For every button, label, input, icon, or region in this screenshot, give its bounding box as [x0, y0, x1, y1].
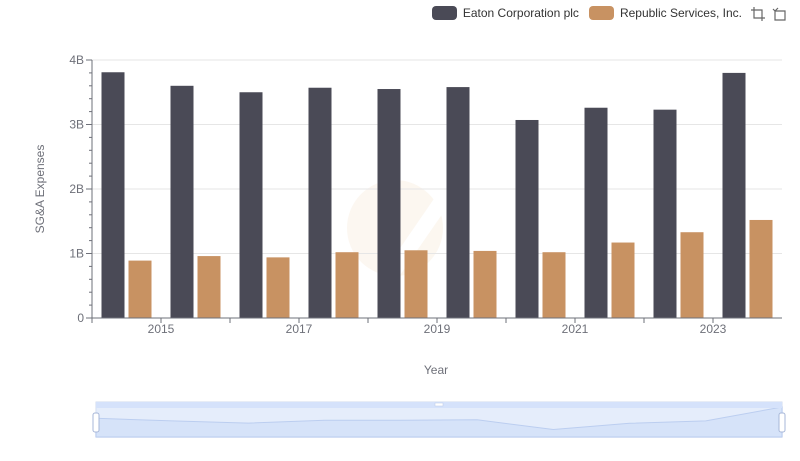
y-tick-label: 1B	[69, 247, 84, 261]
data-zoom-left-handle[interactable]	[92, 412, 100, 433]
x-tick-label: 2015	[148, 322, 175, 336]
bar-republic-2022[interactable]	[680, 232, 704, 318]
data-zoom-top-grip-icon	[434, 402, 444, 407]
data-zoom-right-handle[interactable]	[778, 412, 786, 433]
x-tick-label: 2021	[562, 322, 589, 336]
x-tick-label: 2023	[700, 322, 727, 336]
bar-republic-2018[interactable]	[404, 250, 428, 318]
bar-republic-2015[interactable]	[197, 256, 221, 318]
bar-republic-2017[interactable]	[335, 252, 359, 318]
legend-label-republic: Republic Services, Inc.	[619, 6, 742, 20]
x-axis-label: Year	[424, 363, 448, 377]
bar-eaton-2014[interactable]	[101, 72, 125, 318]
zoom-icon[interactable]	[750, 6, 766, 22]
x-tick-label: 2017	[286, 322, 313, 336]
x-axis: 2015 2017 2019 2021 2023	[91, 317, 782, 336]
bar-eaton-2021[interactable]	[584, 107, 608, 318]
bar-eaton-2017[interactable]	[308, 87, 332, 318]
bar-eaton-2023[interactable]	[722, 72, 746, 319]
bar-republic-2014[interactable]	[128, 260, 152, 318]
chart-toolbox	[750, 6, 788, 22]
bar-eaton-2018[interactable]	[377, 89, 401, 319]
legend-item-eaton[interactable]: Eaton Corporation plc	[431, 6, 579, 20]
bar-republic-2023[interactable]	[749, 219, 773, 318]
data-zoom-slider[interactable]	[92, 401, 786, 438]
x-tick-label: 2019	[424, 322, 451, 336]
bar-republic-2016[interactable]	[266, 257, 290, 318]
restore-icon[interactable]	[772, 6, 788, 22]
legend-swatch-eaton	[431, 6, 457, 20]
y-tick-label: 4B	[69, 53, 84, 67]
bar-eaton-2019[interactable]	[446, 87, 470, 318]
legend-item-republic[interactable]: Republic Services, Inc.	[588, 6, 742, 20]
legend-label-eaton: Eaton Corporation plc	[462, 6, 579, 20]
bar-eaton-2020[interactable]	[515, 119, 539, 318]
bars-group	[101, 72, 773, 319]
legend-swatch-republic	[588, 6, 614, 20]
y-axis: 0 1B 2B 3B 4B	[69, 53, 93, 325]
y-tick-label: 3B	[69, 118, 84, 132]
bar-republic-2020[interactable]	[542, 252, 566, 318]
bar-republic-2019[interactable]	[473, 250, 497, 318]
bar-republic-2021[interactable]	[611, 242, 635, 318]
y-tick-label: 2B	[69, 182, 84, 196]
y-axis-label: SG&A Expenses	[33, 145, 47, 234]
bar-eaton-2022[interactable]	[653, 109, 677, 318]
y-tick-label: 0	[77, 311, 84, 325]
bar-eaton-2016[interactable]	[239, 92, 263, 318]
bar-eaton-2015[interactable]	[170, 85, 194, 318]
chart-legend: Eaton Corporation plc Republic Services,…	[431, 4, 742, 22]
